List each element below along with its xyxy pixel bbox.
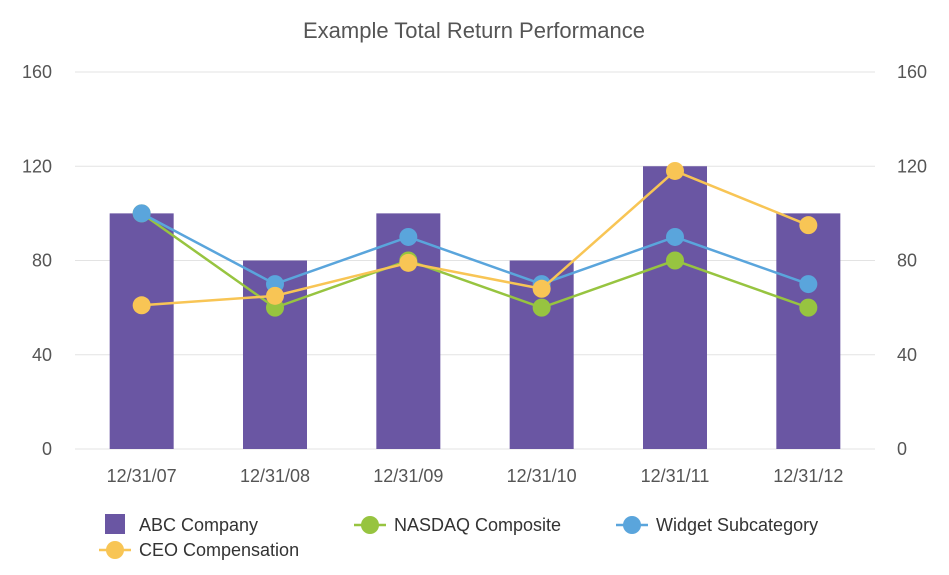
x-axis: 12/31/07 12/31/08 12/31/09 12/31/10 12/31/11… [107,466,844,486]
y-tick-right-120: 120 [897,156,927,176]
series-3-point-5 [799,216,818,235]
y-tick-left-120: 120 [22,156,52,176]
line-series [132,161,818,317]
y-tick-right-0: 0 [897,439,907,459]
y-tick-right-40: 40 [897,345,917,365]
legend-item-0: ABC Company [105,514,258,535]
series-2-point-0 [132,204,151,223]
y-tick-left-160: 160 [22,62,52,82]
y-axis-left: 0 40 80 120 160 [22,62,52,459]
series-3-point-0 [132,296,151,315]
y-tick-left-40: 40 [32,345,52,365]
x-tick-1: 12/31/08 [240,466,310,486]
series-3-point-2 [399,253,418,272]
legend-item-3: CEO Compensation [99,540,299,560]
bar-12-31-12 [776,213,841,449]
series-line-1 [140,212,809,310]
series-line-2 [141,212,809,286]
series-1-point-3 [532,298,551,317]
y-tick-right-160: 160 [897,62,927,82]
bar-12-31-11 [643,166,707,449]
series-3-point-1 [266,286,284,305]
x-tick-2: 12/31/09 [373,466,443,486]
legend-label-1: NASDAQ Composite [394,515,561,535]
bar-12-31-09 [376,213,441,449]
legend-label-0: ABC Company [139,515,258,535]
x-tick-0: 12/31/07 [107,466,177,486]
y-tick-left-0: 0 [42,439,52,459]
series-1-point-4 [666,251,684,270]
legend-swatch-0 [105,514,125,534]
legend-label-2: Widget Subcategory [656,515,818,535]
legend-label-3: CEO Compensation [139,540,299,560]
series-3-point-4 [666,161,684,180]
legend-marker-3 [106,541,124,559]
y-tick-left-80: 80 [32,251,52,271]
series-3-point-3 [532,279,551,298]
series-line-3 [141,169,809,307]
series-1-point-5 [799,298,818,317]
x-tick-4: 12/31/11 [641,466,710,486]
bar-12-31-07 [109,213,174,449]
y-tick-right-80: 80 [897,251,917,271]
chart-title: Example Total Return Performance [303,18,645,43]
legend-item-1: NASDAQ Composite [354,515,561,535]
series-2-point-2 [399,227,418,246]
series-2-point-4 [666,227,684,246]
legend: ABC Company NASDAQ Composite Widget Subcat… [99,514,818,560]
bar-series [109,166,841,449]
y-axis-right: 0 40 80 120 160 [897,62,927,459]
series-3 [132,161,818,315]
legend-item-2: Widget Subcategory [616,515,818,535]
legend-marker-1 [361,516,379,534]
x-tick-5: 12/31/12 [773,466,843,486]
legend-marker-2 [623,516,641,534]
series-2-point-5 [799,275,818,294]
x-tick-3: 12/31/10 [507,466,577,486]
